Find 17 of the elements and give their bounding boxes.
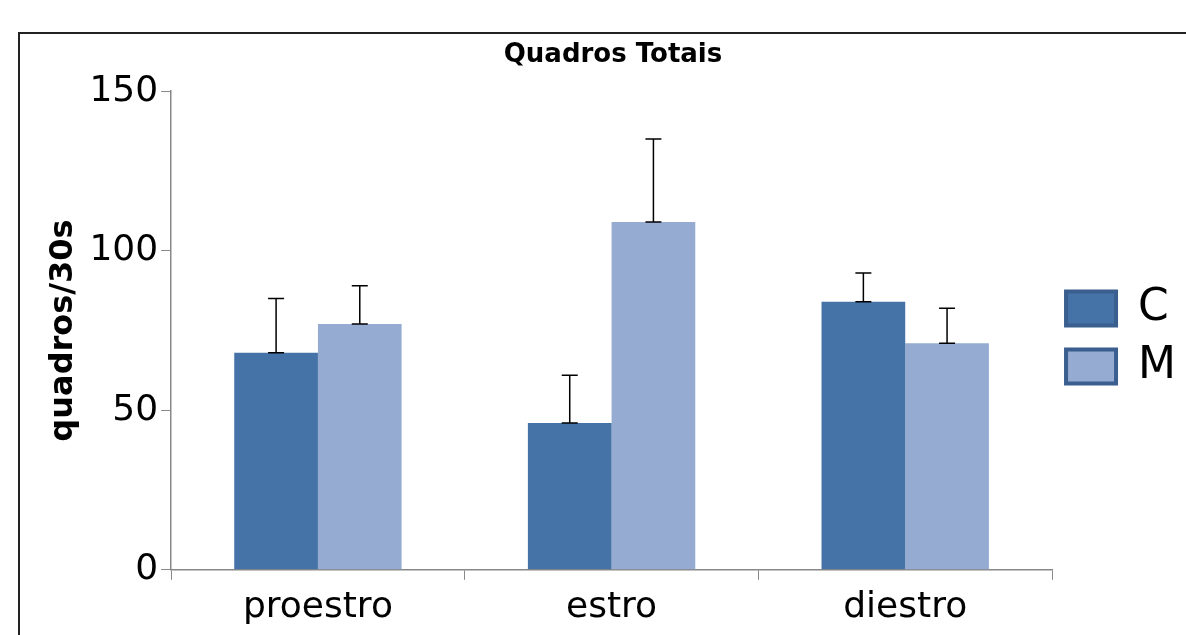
bar <box>234 352 318 570</box>
bar <box>317 324 402 570</box>
legend-label: M <box>1138 336 1177 388</box>
x-tick-label: diestro <box>843 583 968 625</box>
y-axis-title: quadros/30s <box>41 219 80 442</box>
bar <box>821 301 906 570</box>
y-tick-label: 100 <box>89 227 159 269</box>
x-tick-label: estro <box>566 583 658 625</box>
legend-label: C <box>1138 278 1169 330</box>
bar <box>611 222 696 570</box>
y-tick-label: 150 <box>89 67 159 109</box>
y-tick-label: 0 <box>135 546 159 588</box>
chart-title: Quadros Totais <box>503 38 723 69</box>
x-tick-label: proestro <box>242 583 393 625</box>
y-tick-label: 50 <box>112 386 159 428</box>
bar <box>527 423 612 570</box>
bar <box>905 343 989 570</box>
